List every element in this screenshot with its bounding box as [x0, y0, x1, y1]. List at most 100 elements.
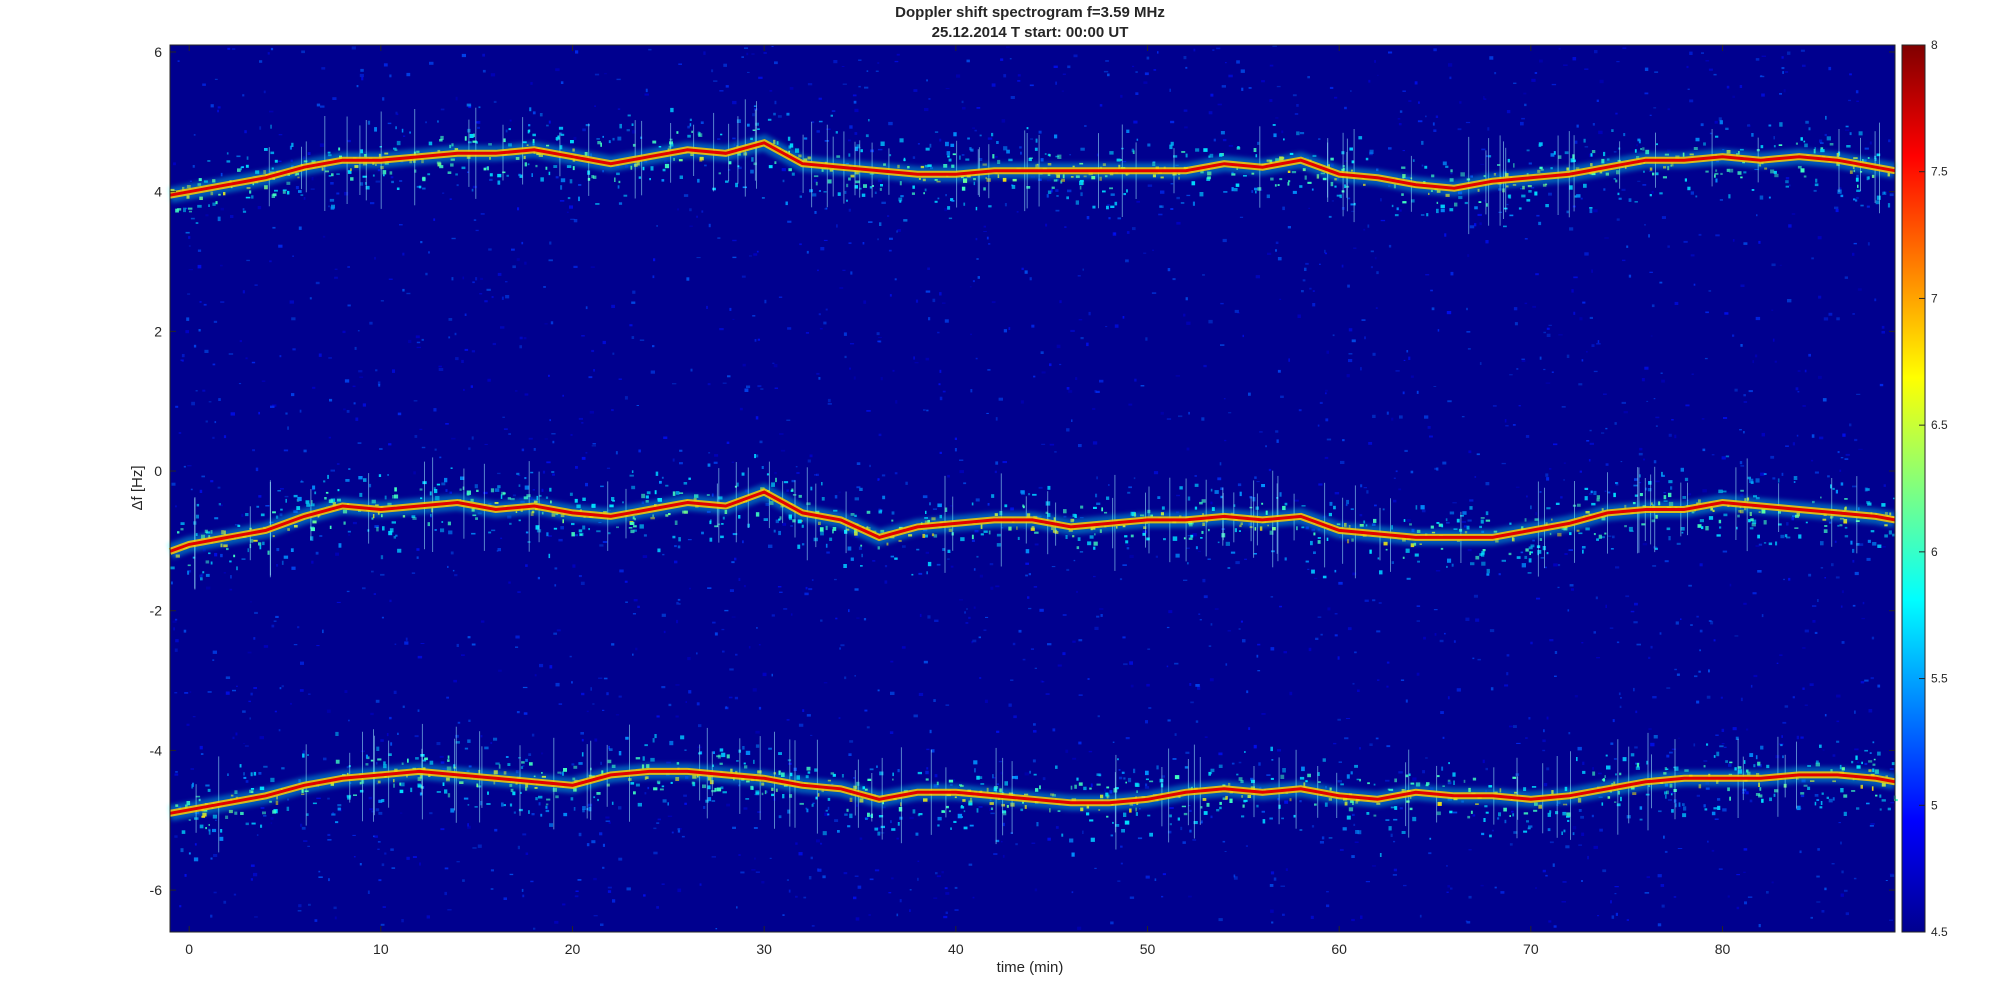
noise-speck — [439, 755, 444, 758]
band-speck — [903, 159, 906, 161]
noise-speck — [1126, 259, 1129, 262]
band-speck — [245, 164, 249, 168]
band-speck — [1866, 501, 1871, 504]
noise-speck — [1771, 881, 1774, 884]
noise-speck — [271, 624, 275, 628]
noise-speck — [781, 168, 786, 172]
noise-speck — [1311, 825, 1315, 828]
noise-speck — [856, 486, 861, 489]
band-speck — [1415, 782, 1421, 787]
noise-speck — [234, 524, 240, 526]
band-speck — [1497, 164, 1501, 166]
noise-speck — [1569, 584, 1574, 587]
noise-speck — [1000, 58, 1004, 61]
noise-speck — [521, 888, 524, 892]
noise-speck — [626, 887, 631, 891]
band-speck — [1401, 166, 1406, 169]
band-speck — [1214, 490, 1219, 494]
noise-speck — [522, 686, 528, 689]
band-speck — [197, 204, 202, 208]
noise-speck — [1589, 442, 1594, 445]
band-speck — [1453, 528, 1458, 530]
band-speck — [1884, 534, 1888, 538]
noise-speck — [199, 301, 202, 303]
band-speck — [557, 135, 560, 139]
noise-speck — [1756, 763, 1758, 765]
noise-speck — [602, 709, 605, 711]
band-speck — [922, 533, 926, 538]
band-speck — [879, 187, 882, 191]
band-speck — [608, 140, 611, 144]
band-speck — [1266, 194, 1270, 199]
noise-speck — [1240, 69, 1245, 73]
band-speck — [422, 176, 426, 182]
noise-speck — [854, 675, 856, 677]
noise-speck — [689, 225, 693, 227]
band-speck — [274, 159, 278, 163]
noise-speck — [1651, 304, 1655, 308]
noise-speck — [1477, 658, 1481, 661]
noise-speck — [983, 629, 987, 631]
noise-speck — [1227, 630, 1231, 632]
band-speck — [612, 137, 615, 141]
noise-speck — [179, 905, 182, 908]
band-speck — [1753, 764, 1756, 768]
noise-speck — [732, 256, 737, 259]
noise-speck — [541, 752, 544, 755]
noise-speck — [1398, 771, 1403, 774]
noise-speck — [517, 591, 521, 593]
noise-speck — [891, 877, 894, 880]
noise-speck — [1787, 299, 1792, 303]
noise-speck — [1518, 405, 1521, 407]
band-speck — [1864, 487, 1868, 492]
noise-speck — [1711, 454, 1715, 456]
noise-speck — [1648, 656, 1651, 659]
noise-speck — [607, 886, 612, 889]
band-speck — [1815, 178, 1818, 183]
noise-speck — [1066, 568, 1070, 571]
noise-speck — [1648, 234, 1650, 238]
noise-speck — [1118, 769, 1121, 771]
noise-speck — [1208, 319, 1213, 324]
noise-speck — [1513, 307, 1518, 311]
noise-speck — [863, 300, 867, 304]
noise-speck — [840, 644, 845, 647]
noise-speck — [1646, 876, 1650, 879]
noise-speck — [1618, 692, 1621, 696]
band-speck — [899, 181, 902, 186]
band-speck — [1634, 201, 1638, 203]
noise-speck — [1674, 301, 1679, 305]
noise-speck — [1423, 636, 1426, 640]
noise-speck — [1610, 742, 1614, 745]
noise-speck — [582, 128, 586, 132]
noise-speck — [299, 409, 302, 413]
band-speck — [1774, 173, 1779, 178]
noise-speck — [1275, 430, 1279, 433]
band-speck — [797, 544, 801, 549]
band-speck — [1006, 149, 1010, 154]
noise-speck — [1542, 869, 1546, 873]
band-speck — [1431, 174, 1435, 178]
noise-speck — [1277, 749, 1281, 752]
noise-speck — [689, 587, 691, 590]
noise-speck — [1465, 617, 1470, 621]
band-speck — [787, 136, 791, 141]
noise-speck — [1714, 818, 1719, 820]
noise-speck — [1334, 634, 1338, 637]
noise-speck — [406, 72, 411, 77]
band-speck — [779, 516, 782, 520]
band-speck — [1346, 774, 1350, 779]
band-speck — [395, 126, 397, 130]
band-speck — [336, 173, 340, 175]
band-speck — [1255, 154, 1258, 158]
band-speck — [801, 524, 804, 528]
noise-speck — [1086, 216, 1090, 220]
noise-speck — [194, 843, 197, 846]
noise-speck — [1678, 737, 1680, 739]
noise-speck — [334, 268, 338, 270]
noise-speck — [945, 194, 947, 197]
band-speck — [1063, 509, 1067, 514]
noise-speck — [1702, 448, 1706, 452]
noise-speck — [1874, 298, 1877, 302]
noise-speck — [731, 616, 736, 618]
